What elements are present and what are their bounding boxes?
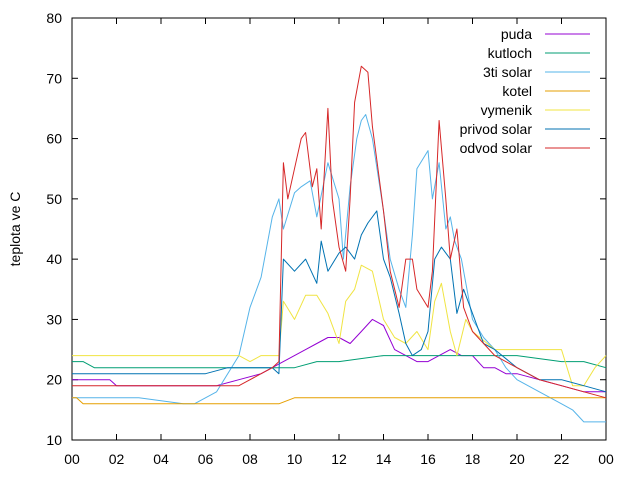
y-tick-label: 10 (46, 432, 62, 448)
x-axis-ticks: 00 02 04 06 08 10 12 14 16 18 20 22 00 (64, 18, 614, 467)
series-line-3ti-solar (72, 114, 606, 423)
x-tick-label: 04 (153, 451, 169, 467)
y-axis-ticks: 10 20 30 40 50 60 70 80 (46, 10, 606, 448)
x-tick-label: 02 (109, 451, 125, 467)
series-line-kotel (72, 397, 606, 405)
series-lines (72, 65, 607, 423)
y-tick-label: 80 (46, 10, 62, 26)
legend-label: kotel (502, 83, 532, 99)
y-axis-label: teplota ve C (7, 192, 23, 267)
x-tick-label: 00 (598, 451, 614, 467)
x-tick-label: 00 (64, 451, 80, 467)
x-tick-label: 18 (465, 451, 481, 467)
series-line-privod-solar (72, 210, 607, 393)
legend-label: privod solar (460, 121, 533, 137)
x-tick-label: 14 (376, 451, 392, 467)
y-tick-label: 70 (46, 70, 62, 86)
series-line-odvod-solar (72, 65, 607, 399)
series-line-kutloch (72, 355, 607, 369)
x-tick-label: 10 (287, 451, 303, 467)
series-line-vymenik (72, 264, 607, 387)
x-tick-label: 16 (420, 451, 436, 467)
x-tick-label: 22 (554, 451, 570, 467)
y-tick-label: 60 (46, 131, 62, 147)
series-line-puda (72, 318, 606, 393)
x-tick-label: 12 (331, 451, 347, 467)
y-tick-label: 30 (46, 311, 62, 327)
y-tick-label: 40 (46, 251, 62, 267)
x-tick-label: 20 (509, 451, 525, 467)
plot-frame (71, 17, 607, 441)
legend-label: kutloch (488, 45, 532, 61)
x-tick-label: 06 (198, 451, 214, 467)
legend-label: vymenik (481, 102, 533, 118)
y-tick-label: 50 (46, 191, 62, 207)
legend-label: puda (501, 26, 532, 42)
y-tick-label: 20 (46, 372, 62, 388)
x-tick-label: 08 (242, 451, 258, 467)
legend: puda kutloch 3ti solar kotel vymenik privod s… (460, 26, 590, 156)
legend-label: 3ti solar (483, 64, 532, 80)
legend-label: odvod solar (460, 140, 533, 156)
